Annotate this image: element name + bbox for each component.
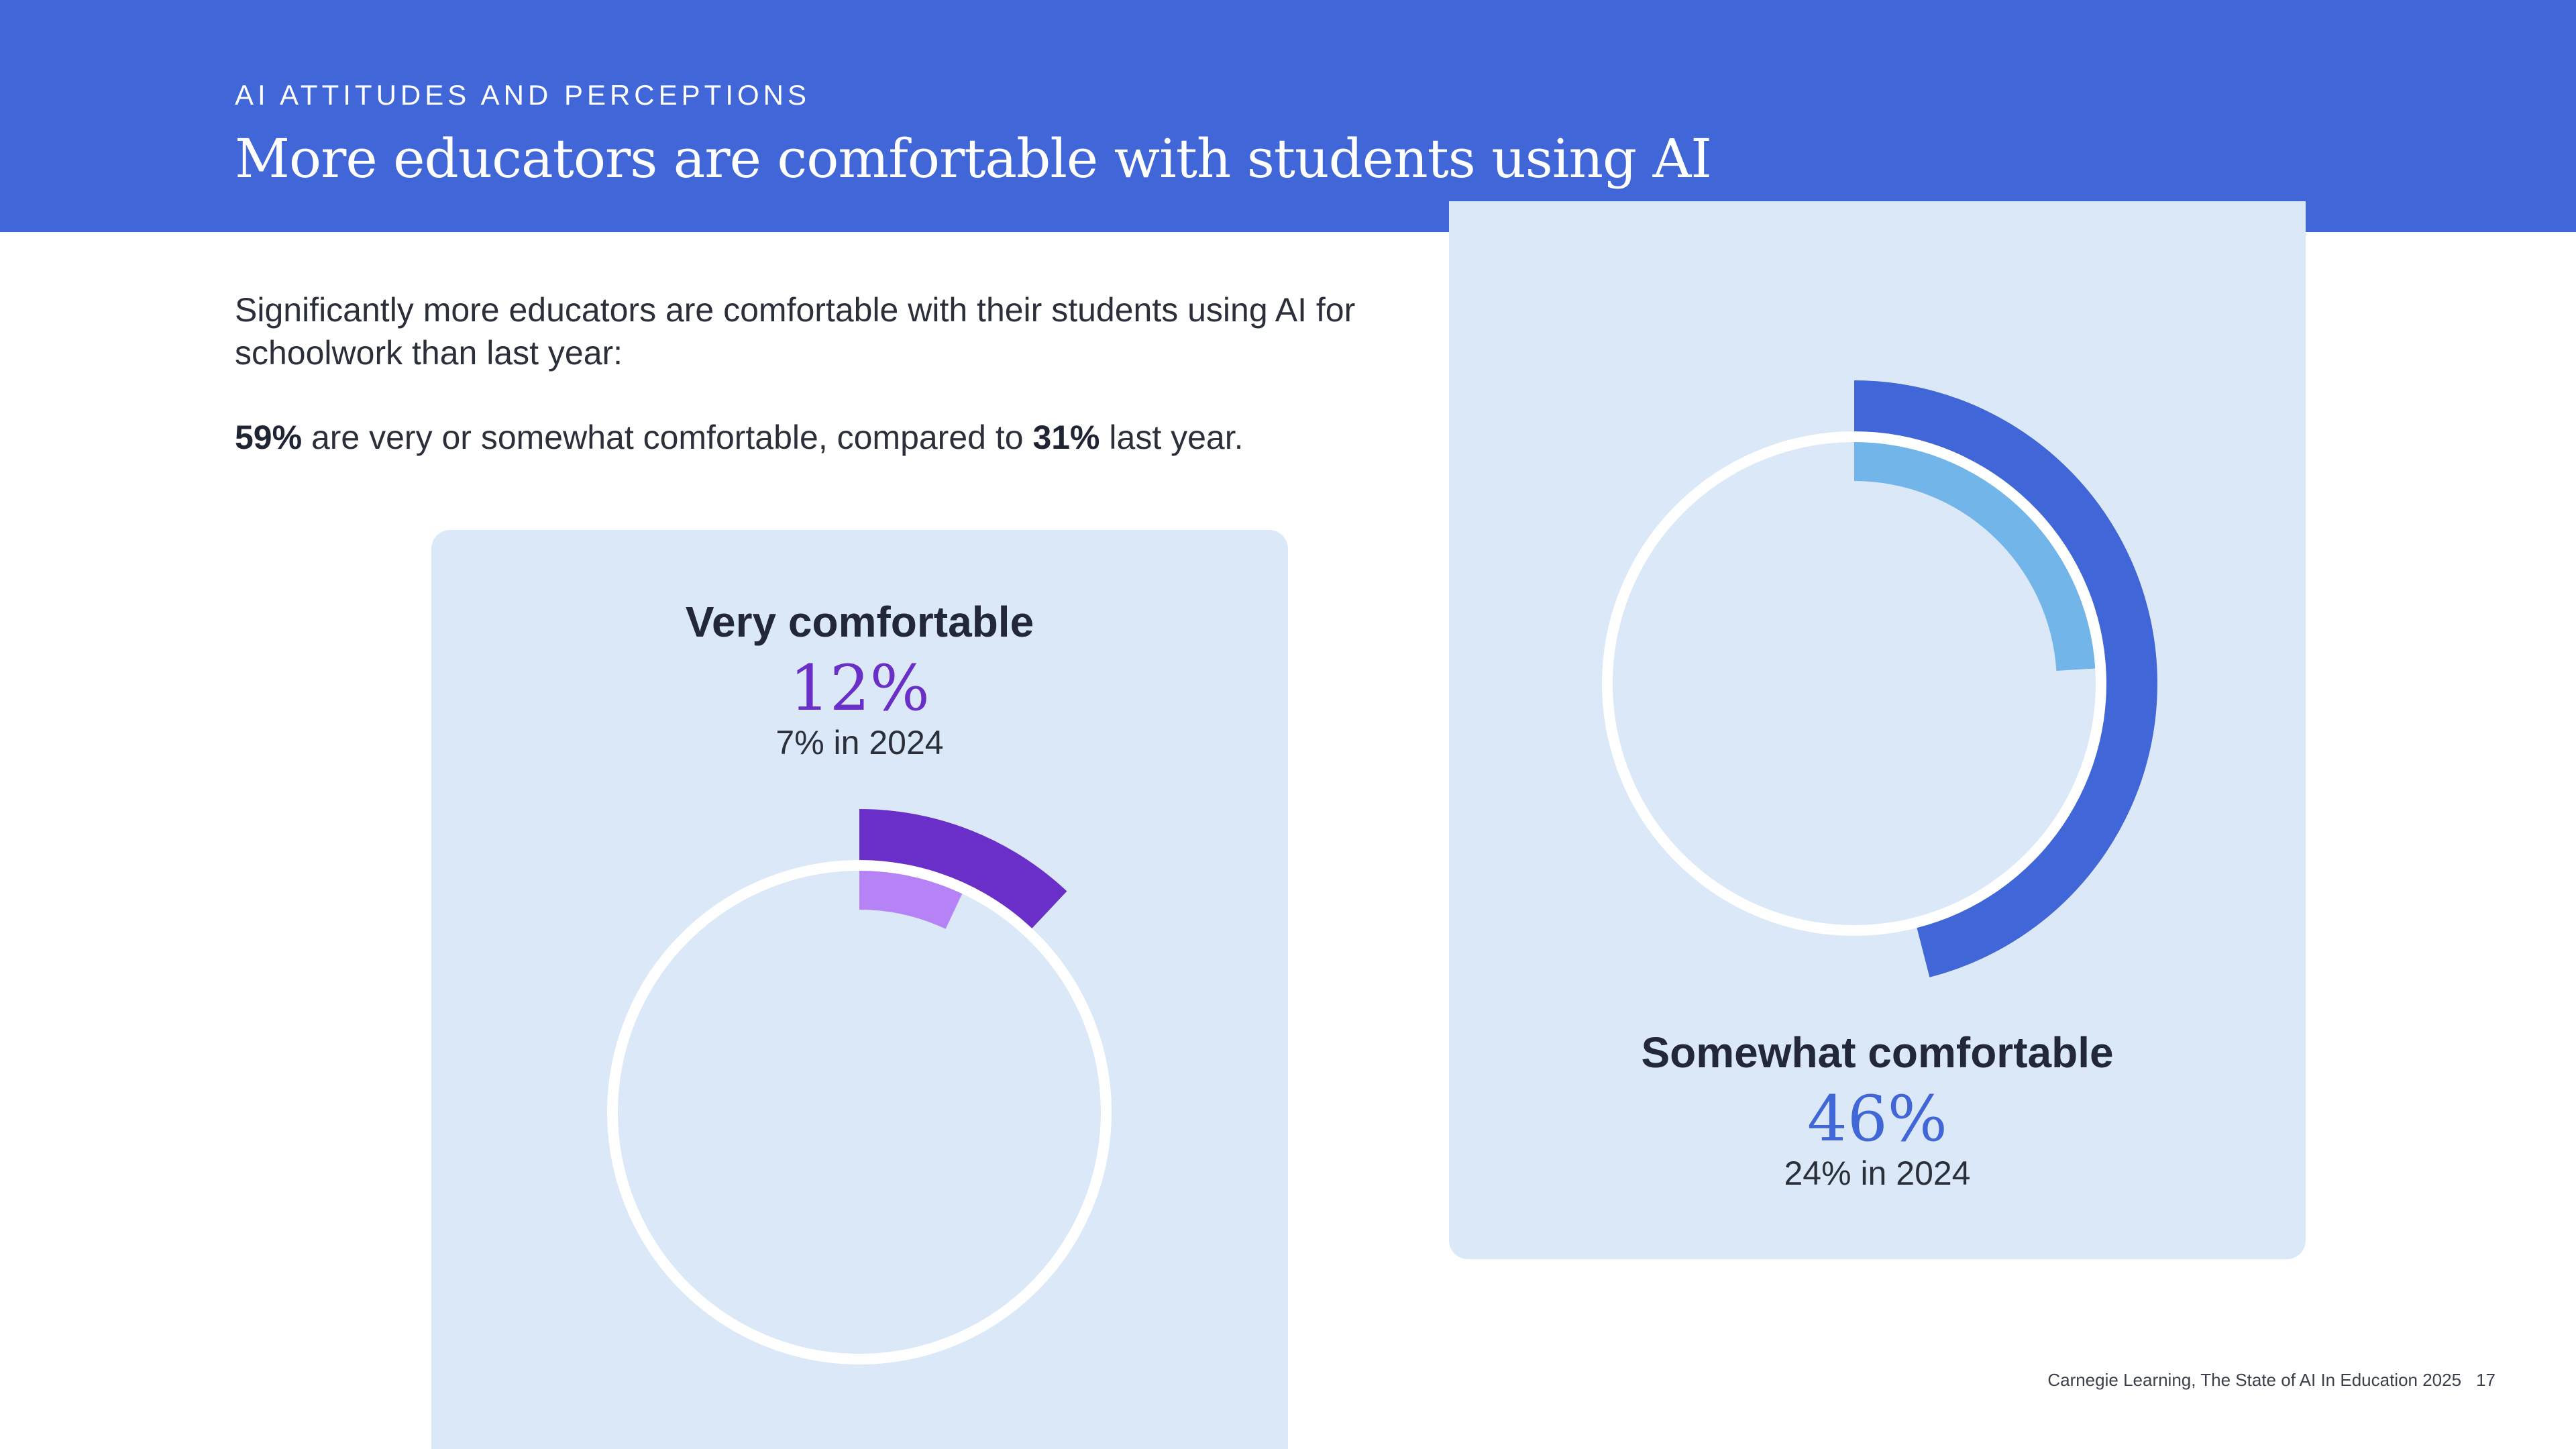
stat-tail: last year.	[1099, 419, 1244, 456]
intro-line: Significantly more educators are comfort…	[235, 291, 1356, 372]
footer-source: Carnegie Learning, The State of AI In Ed…	[2047, 1370, 2462, 1390]
donut-track-ring	[607, 860, 1112, 1364]
page-title: More educators are comfortable with stud…	[235, 127, 1712, 190]
category-label: Very comfortable	[685, 598, 1034, 646]
stat-previous: 31%	[1032, 419, 1100, 456]
footer: Carnegie Learning, The State of AI In Ed…	[2047, 1370, 2496, 1391]
category-value: 46%	[1807, 1083, 1947, 1156]
arc-2024	[859, 871, 963, 929]
category-previous: 24% in 2024	[1784, 1155, 1971, 1192]
arc-2025	[1854, 380, 2157, 977]
somewhat-comfortable-donut	[1602, 380, 2157, 977]
page-number: 17	[2476, 1370, 2496, 1390]
stat-current: 59%	[235, 419, 303, 456]
category-label: Somewhat comfortable	[1641, 1028, 2114, 1077]
very-comfortable-donut	[607, 809, 1112, 1364]
intro-stats: 59% are very or somewhat comfortable, co…	[235, 416, 1375, 459]
very-comfortable-card: Very comfortable 12% 7% in 2024	[431, 530, 1288, 1449]
section-eyebrow: AI ATTITUDES AND PERCEPTIONS	[235, 79, 811, 111]
somewhat-comfortable-card: Somewhat comfortable 46% 24% in 2024	[1449, 201, 2306, 1259]
arc-2025	[859, 809, 1067, 928]
donut-track-ring	[1602, 431, 2106, 936]
stat-connector: are very or somewhat comfortable, compar…	[302, 419, 1033, 456]
category-value: 12%	[790, 652, 930, 725]
intro-text: Significantly more educators are comfort…	[235, 288, 1375, 459]
arc-2024	[1854, 442, 2096, 672]
category-previous: 7% in 2024	[775, 724, 944, 761]
header-banner: AI ATTITUDES AND PERCEPTIONS More educat…	[0, 0, 2576, 232]
